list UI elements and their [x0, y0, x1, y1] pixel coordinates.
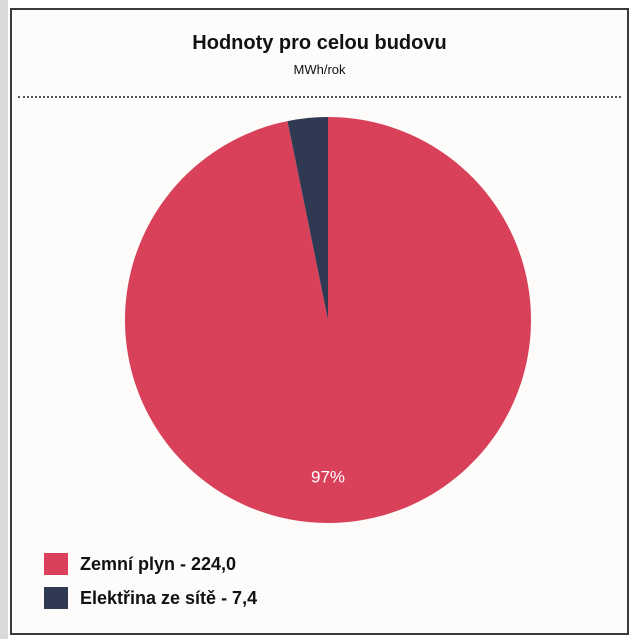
title-divider	[18, 96, 621, 98]
legend-swatch-zemni-plyn	[44, 553, 68, 575]
legend-swatch-elektrina	[44, 587, 68, 609]
pie-chart: 97%	[125, 117, 532, 524]
page-edge	[0, 0, 8, 639]
legend-item-zemni-plyn: Zemní plyn - 224,0	[44, 550, 257, 578]
pie-slice-elektrina	[287, 117, 328, 320]
chart-subtitle: MWh/rok	[293, 62, 346, 77]
legend: Zemní plyn - 224,0 Elektřina ze sítě - 7…	[44, 550, 257, 618]
pie-slice-zemni-plyn	[125, 117, 532, 524]
legend-label-elektrina: Elektřina ze sítě - 7,4	[80, 587, 258, 608]
chart-title: Hodnoty pro celou budovu	[192, 32, 447, 54]
slice-percent-label: 97%	[311, 467, 345, 486]
legend-label-zemni-plyn: Zemní plyn - 224,0	[80, 553, 237, 574]
legend-item-elektrina: Elektřina ze sítě - 7,4	[44, 584, 257, 612]
chart-frame: Hodnoty pro celou budovu MWh/rok 97% Zem…	[10, 8, 629, 635]
